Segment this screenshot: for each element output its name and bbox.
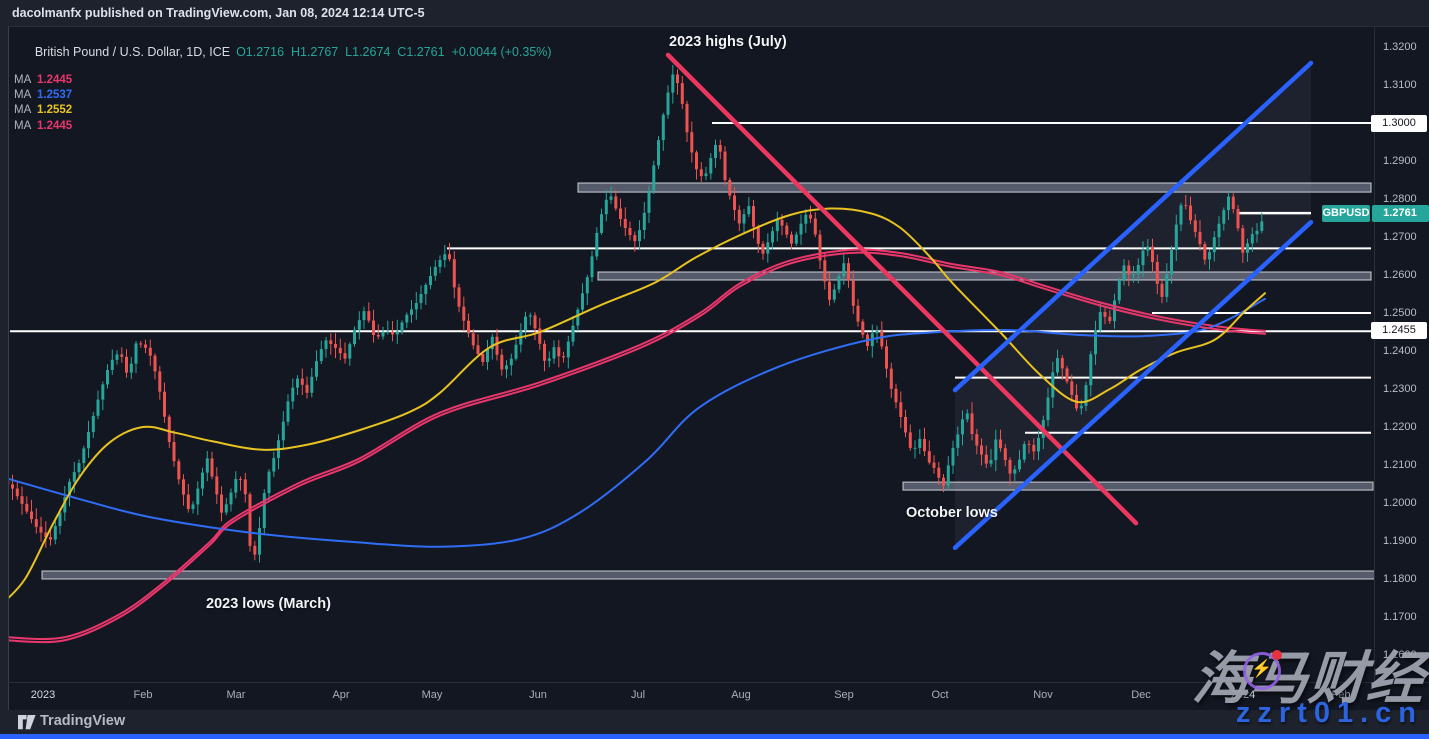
price-tick-label: 1.2300 bbox=[1383, 383, 1417, 395]
time-axis-label[interactable]: 2023 bbox=[30, 689, 56, 701]
time-axis-label[interactable]: Aug bbox=[731, 689, 751, 701]
price-tick-label: 1.1600 bbox=[1383, 649, 1417, 661]
price-line-label-1-2455: 1.2455 bbox=[1371, 321, 1427, 339]
time-axis-label[interactable]: Feb bbox=[1331, 689, 1351, 701]
2023-lows-zone[interactable] bbox=[41, 570, 1375, 580]
price-tick-label: 1.2200 bbox=[1383, 421, 1417, 433]
text-annotation[interactable]: October lows bbox=[906, 505, 998, 521]
price-tick-label: 1.2700 bbox=[1383, 231, 1417, 243]
ma-legend-row[interactable]: MA 1.2552 bbox=[14, 103, 552, 118]
price-tick-label: 1.2400 bbox=[1383, 345, 1417, 357]
attribution-text: dacolmanfx published on TradingView.com,… bbox=[12, 6, 425, 20]
chart-legend: British Pound / U.S. Dollar, 1D, ICE O1.2… bbox=[14, 31, 552, 134]
supply-zone-1.28[interactable] bbox=[577, 182, 1372, 193]
ascending-channel-upper[interactable] bbox=[952, 60, 1314, 393]
tradingview-logo-icon[interactable] bbox=[18, 715, 36, 730]
time-axis-label[interactable]: Dec bbox=[1131, 689, 1151, 701]
time-axis-label[interactable]: Mar bbox=[226, 689, 246, 701]
ma-value: 1.2445 bbox=[37, 74, 73, 86]
time-axis-label[interactable]: Sep bbox=[834, 689, 854, 701]
ma-legend-row[interactable]: MA 1.2445 bbox=[14, 119, 552, 134]
ma-legend-row[interactable]: MA 1.2445 bbox=[14, 73, 552, 88]
channel-fill bbox=[955, 63, 1311, 548]
price-tick-label: 1.2900 bbox=[1383, 155, 1417, 167]
ma-label: MA bbox=[14, 119, 38, 132]
time-axis[interactable]: 2023 Feb Mar Apr May Jun Jul Aug Sep Oct Nov Dec 202… bbox=[0, 683, 1429, 710]
price-tick-label: 1.1700 bbox=[1383, 611, 1417, 623]
price-tick-label: 1.2500 bbox=[1383, 307, 1417, 319]
time-axis-label[interactable]: Feb bbox=[133, 689, 153, 701]
price-tick-label: 1.1800 bbox=[1383, 573, 1417, 585]
ma-label: MA bbox=[14, 89, 38, 102]
symbol-title[interactable]: British Pound / U.S. Dollar, 1D, ICE bbox=[34, 45, 231, 59]
ohlc-values: O1.2716 H1.2767 L1.2674 C1.2761 +0.0044 … bbox=[236, 45, 552, 59]
price-tick-label: 1.1900 bbox=[1383, 535, 1417, 547]
price-line-label-1-3000: 1.3000 bbox=[1371, 114, 1427, 132]
time-axis-label[interactable]: Nov bbox=[1033, 689, 1053, 701]
chart-pane[interactable] bbox=[8, 26, 1429, 711]
price-tick-label: 1.2000 bbox=[1383, 497, 1417, 509]
time-axis-label[interactable]: Apr bbox=[332, 689, 350, 701]
ma-legend-rows: MA 1.2445 MA 1.2537 MA 1.2552 MA 1.2445 bbox=[14, 73, 552, 134]
tradingview-brand-text[interactable]: TradingView bbox=[40, 713, 126, 729]
time-axis-label[interactable]: Oct bbox=[931, 689, 949, 701]
october-lows-zone[interactable] bbox=[902, 481, 1374, 491]
price-tick-label: 1.2600 bbox=[1383, 269, 1417, 281]
ma-label: MA bbox=[14, 104, 38, 117]
ascending-channel-lower[interactable] bbox=[952, 219, 1314, 551]
price-tick-label: 1.2100 bbox=[1383, 459, 1417, 471]
price-tick-label: 1.2800 bbox=[1383, 193, 1417, 205]
downtrend-from-2023-highs[interactable] bbox=[665, 52, 1139, 526]
price-tick-label: 1.3100 bbox=[1383, 79, 1417, 91]
time-axis-label[interactable]: Jun bbox=[529, 689, 547, 701]
time-axis-label[interactable]: 2024 bbox=[1230, 689, 1256, 701]
symbol-price-tag: GBPUSD bbox=[1322, 205, 1370, 223]
price-axis[interactable]: 1.32001.31001.30001.29001.28001.27001.26… bbox=[1375, 26, 1429, 682]
footer-bar: TradingView bbox=[0, 710, 1429, 734]
ma-legend-row[interactable]: MA 1.2537 bbox=[14, 88, 552, 103]
last-price-label: 1.2761 bbox=[1371, 205, 1429, 223]
time-axis-label[interactable]: May bbox=[421, 689, 443, 701]
text-annotation[interactable]: 2023 highs (July) bbox=[669, 34, 787, 50]
ma-pink-fast[interactable] bbox=[0, 251, 1266, 644]
ma-yellow[interactable] bbox=[0, 207, 1266, 605]
attribution-bar: dacolmanfx published on TradingView.com,… bbox=[0, 0, 1429, 26]
ma-pink-slow[interactable] bbox=[0, 248, 1266, 641]
ma-value: 1.2445 bbox=[37, 119, 73, 132]
ma-label: MA bbox=[14, 74, 38, 86]
candles[interactable] bbox=[2, 64, 1264, 563]
ma-value: 1.2552 bbox=[37, 104, 73, 117]
price-tick-label: 1.3200 bbox=[1383, 41, 1417, 53]
text-annotation[interactable]: 2023 lows (March) bbox=[206, 596, 331, 612]
bottom-accent-bar bbox=[0, 734, 1429, 739]
time-axis-label[interactable]: Jul bbox=[630, 689, 646, 701]
ma-value: 1.2537 bbox=[37, 89, 73, 102]
